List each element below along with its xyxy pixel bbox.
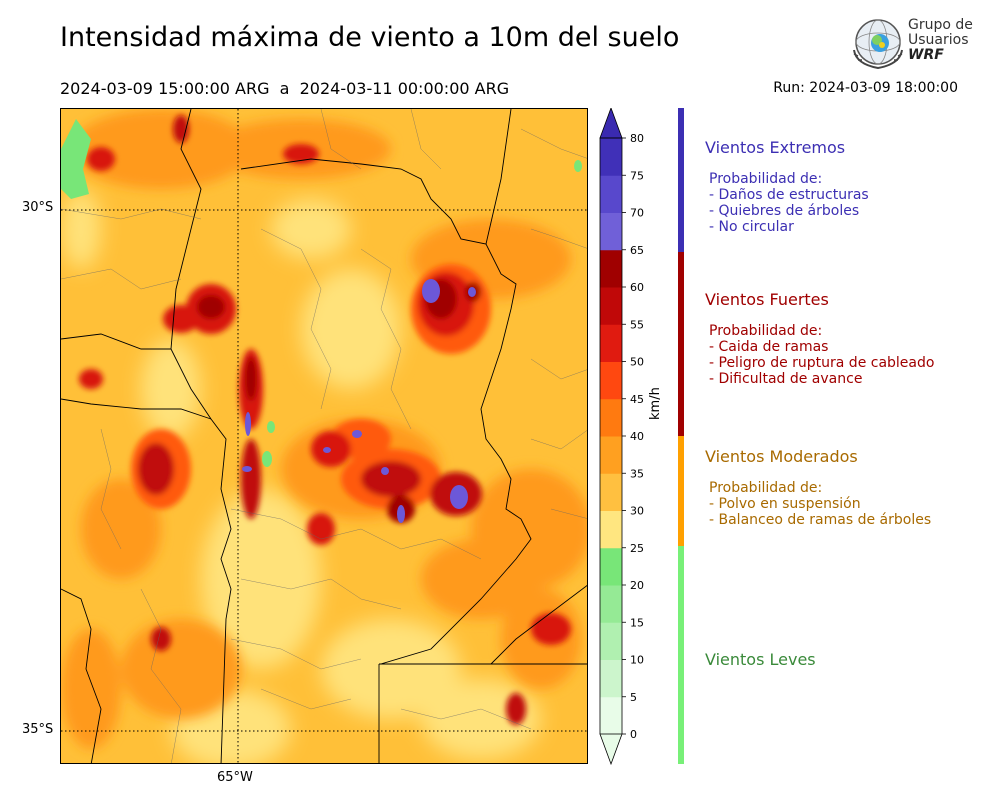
logo-line2: Usuarios — [908, 32, 969, 48]
colorbar-min-extension — [599, 733, 623, 766]
colorbar-tick-label: 75 — [630, 169, 644, 182]
colorbar-segment — [600, 547, 622, 586]
map-title: Intensidad máxima de viento a 10m del su… — [60, 22, 680, 53]
colorbar-tick-label: 30 — [630, 505, 644, 518]
colorbar-tick-label: 0 — [630, 728, 637, 741]
colorbar-tick-label: 45 — [630, 393, 644, 406]
legend-description-line: - No circular — [709, 219, 794, 235]
legend-description-line: - Polvo en suspensión — [709, 496, 861, 512]
colorbar-tick-label: 50 — [630, 356, 644, 369]
colorbar-max-extension — [599, 106, 623, 139]
colorbar-segment — [600, 138, 622, 176]
colorbar-tick-label: 65 — [630, 244, 644, 257]
colorbar-tick-label: 60 — [630, 281, 644, 294]
colorbar-segment — [600, 398, 622, 437]
grupo-wrf-logo — [848, 16, 968, 72]
province-borders — [61, 109, 587, 763]
legend-description-line: - Daños de estructuras — [709, 187, 869, 203]
colorbar-segment — [600, 175, 622, 213]
colorbar-segment — [600, 696, 622, 735]
colorbar-tick-label: 35 — [630, 467, 644, 480]
colorbar-tick-label: 70 — [630, 207, 644, 220]
colorbar-segment — [600, 361, 622, 400]
legend-bar — [678, 546, 684, 764]
forecast-period: 2024-03-09 15:00:00 ARG a 2024-03-11 00:… — [60, 79, 510, 98]
light-wind-patches — [61, 119, 582, 467]
colorbar-segment — [600, 585, 622, 623]
legend-description-line: - Caida de ramas — [709, 339, 829, 355]
logo-line1: Grupo de — [908, 17, 973, 33]
colorbar-tick-label: 20 — [630, 579, 644, 592]
department-borders — [61, 109, 587, 763]
colorbar-tick-label: 15 — [630, 616, 644, 629]
colorbar-tick-label: 55 — [630, 318, 644, 331]
colorbar-tick-label: 5 — [630, 691, 637, 704]
colorbar-segment — [600, 436, 622, 474]
strong-wind-cores — [79, 115, 571, 725]
logo-text: Grupo de Usuarios WRF — [908, 18, 973, 63]
colorbar-tick-label: 80 — [630, 132, 644, 145]
colorbar-tick-label: 40 — [630, 430, 644, 443]
legend-description-line: Probabilidad de: — [709, 323, 823, 339]
legend-bar — [678, 436, 684, 546]
wind-map — [60, 108, 588, 764]
extreme-wind-cores — [242, 279, 476, 523]
legend-category: Vientos Extremos Probabilidad de: - Daños … — [705, 138, 869, 235]
legend-description-line: - Balanceo de ramas de árboles — [709, 512, 932, 528]
logo-line3: WRF — [908, 47, 944, 63]
legend-bar — [678, 108, 684, 252]
legend-category-title: Vientos Moderados — [705, 447, 858, 466]
colorbar-segment — [600, 659, 622, 698]
run-time: Run: 2024-03-09 18:00:00 — [773, 80, 958, 96]
graticule — [61, 109, 587, 763]
colorbar: 0 5 10 15 20 25 30 35 40 45 50 55 60 65 70 75 80 — [598, 106, 688, 768]
legend-category: Vientos Moderados Probabilidad de: - Polvo… — [705, 447, 931, 528]
colorbar-tick-label: 25 — [630, 542, 644, 555]
legend-description-line: Probabilidad de: — [709, 171, 823, 187]
colorbar-scale: 0 5 10 15 20 25 30 35 40 45 50 55 60 65 70 75 80 — [599, 106, 644, 766]
legend-category-title: Vientos Fuertes — [705, 290, 829, 309]
legend-category-title: Vientos Leves — [705, 650, 816, 669]
colorbar-segment — [600, 473, 622, 511]
legend-description-line: - Peligro de ruptura de cableado — [709, 355, 935, 371]
lat-label-35s: 35°S — [22, 722, 54, 737]
globe-icon — [853, 19, 903, 70]
lon-label-65w: 65°W — [217, 770, 253, 785]
colorbar-segment — [600, 622, 622, 660]
legend-category-description: Probabilidad de: - Daños de estructuras - … — [705, 171, 869, 235]
colorbar-segment — [600, 510, 622, 549]
legend-category: Vientos Leves — [705, 650, 816, 669]
legend-description-line: Probabilidad de: — [709, 480, 823, 496]
colorbar-unit: km/h — [648, 387, 663, 420]
legend-bar — [678, 252, 684, 436]
legend-description-line: - Quiebres de árboles — [709, 203, 860, 219]
legend-category-description: Probabilidad de: - Polvo en suspensión - B… — [705, 480, 931, 528]
colorbar-segment — [600, 249, 622, 288]
legend-category-title: Vientos Extremos — [705, 138, 846, 157]
colorbar-segment — [600, 212, 622, 251]
wind-field — [61, 109, 587, 763]
legend-category: Vientos Fuertes Probabilidad de: - Caida d… — [705, 290, 934, 387]
colorbar-segment — [600, 287, 622, 325]
colorbar-segment — [600, 324, 622, 362]
colorbar-tick-label: 10 — [630, 654, 644, 667]
lat-label-30s: 30°S — [22, 200, 54, 215]
legend-category-description: Probabilidad de: - Caida de ramas - Peligr… — [705, 323, 934, 387]
legend-description-line: - Dificultad de avance — [709, 371, 863, 387]
